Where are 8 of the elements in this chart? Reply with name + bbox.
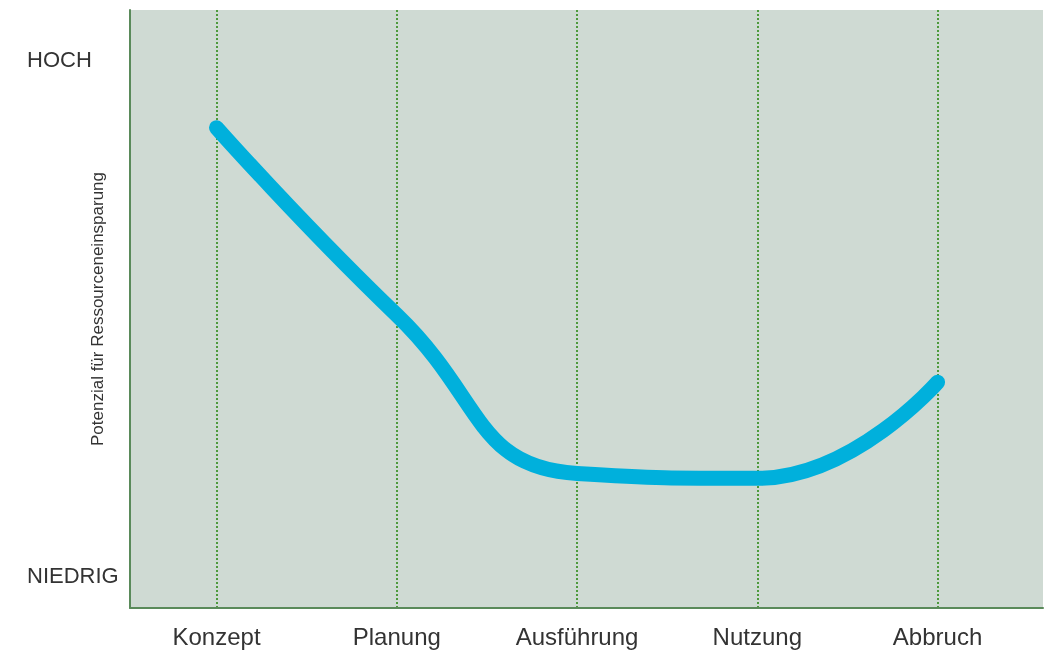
- x-tick-label: Ausführung: [515, 622, 639, 650]
- x-tick-label: Nutzung: [712, 622, 802, 650]
- x-tick-label: Planung: [352, 622, 441, 650]
- y-axis-title: Potenzial für Ressourceneinsparung: [88, 171, 107, 447]
- text: HOCH: [27, 46, 92, 72]
- x-tick-label: Abbruch: [892, 622, 983, 650]
- x-tick-label: Konzept: [172, 622, 261, 650]
- text: NIEDRIG: [27, 562, 119, 588]
